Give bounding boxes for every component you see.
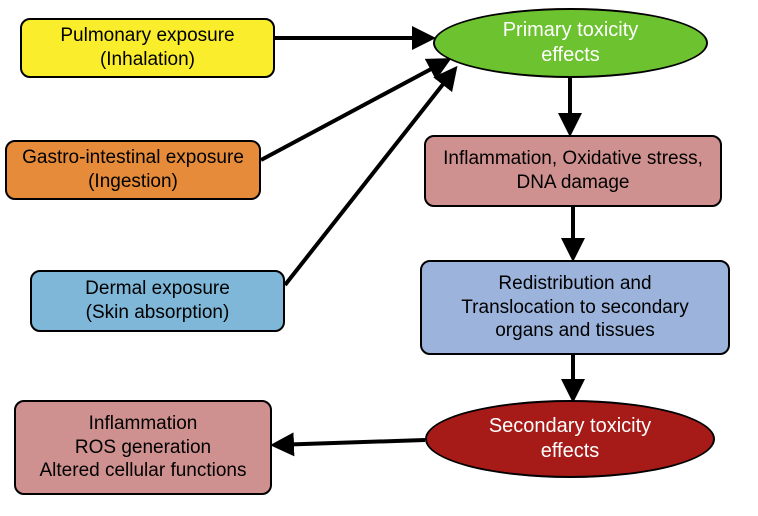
node-label: Pulmonary exposure (Inhalation) [60, 24, 234, 72]
node-label: Primary toxicity effects [503, 18, 639, 68]
diagram-canvas: Pulmonary exposure (Inhalation) Gastro-in… [0, 0, 758, 516]
node-pulmonary: Pulmonary exposure (Inhalation) [20, 18, 275, 78]
node-dermal: Dermal exposure (Skin absorption) [30, 270, 285, 332]
node-gastro: Gastro-intestinal exposure (Ingestion) [5, 140, 261, 200]
node-label: Secondary toxicity effects [489, 414, 651, 464]
node-label: Gastro-intestinal exposure (Ingestion) [22, 146, 244, 194]
node-label: Redistribution and Translocation to seco… [461, 272, 688, 343]
node-label: Dermal exposure (Skin absorption) [85, 277, 230, 325]
node-secondary_effects_list: Inflammation ROS generation Altered cell… [14, 400, 272, 495]
node-primary_tox: Primary toxicity effects [433, 8, 708, 78]
edge-secondary_tox-to-secondary_effects_list [274, 440, 425, 445]
edge-gastro-to-primary_tox [261, 60, 448, 160]
node-label: Inflammation ROS generation Altered cell… [40, 412, 247, 483]
node-inflam_ox: Inflammation, Oxidative stress, DNA dama… [424, 135, 722, 207]
node-label: Inflammation, Oxidative stress, DNA dama… [443, 147, 703, 195]
node-redistribution: Redistribution and Translocation to seco… [420, 260, 730, 355]
node-secondary_tox: Secondary toxicity effects [425, 400, 715, 478]
